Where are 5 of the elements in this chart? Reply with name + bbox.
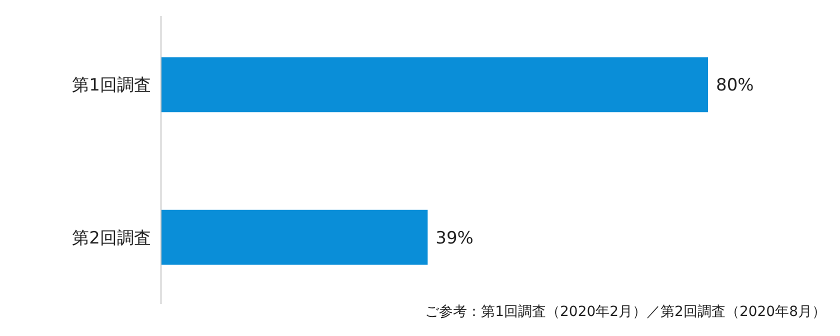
annotation: ご参考：第1回調査（2020年2月）／第2回調査（2020年8月）: [425, 304, 826, 320]
y-tick-label: 第1回調査: [72, 76, 151, 96]
data-label: 80%: [716, 76, 754, 96]
y-tick-label: 第2回調査: [72, 228, 151, 248]
data-label: 39%: [436, 228, 474, 248]
